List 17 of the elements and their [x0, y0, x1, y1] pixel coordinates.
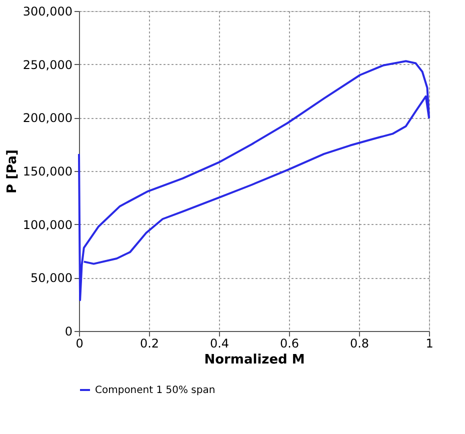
x-tick-label: 0.4 — [210, 336, 230, 350]
line-series — [78, 60, 430, 302]
y-tick-label: 100,000 — [22, 218, 72, 232]
y-axis-title: P [Pa] — [4, 150, 20, 194]
y-tick-label: 300,000 — [22, 4, 72, 18]
legend-label: Component 1 50% span — [95, 385, 216, 396]
x-tick-label: 0 — [76, 336, 84, 350]
x-axis-title: Normalized M — [204, 352, 305, 368]
x-tick-label: 0.8 — [350, 336, 370, 350]
x-tick-label: 0.6 — [280, 336, 300, 350]
y-tick-label: 0 — [64, 324, 72, 338]
y-tick-label: 200,000 — [22, 111, 72, 126]
y-tick-label: 250,000 — [22, 58, 72, 72]
y-tick-label: 150,000 — [22, 164, 72, 178]
y-tick-label: 50,000 — [30, 271, 72, 286]
x-tick-label: 0.2 — [140, 336, 160, 350]
x-tick-label: 1 — [426, 336, 434, 350]
